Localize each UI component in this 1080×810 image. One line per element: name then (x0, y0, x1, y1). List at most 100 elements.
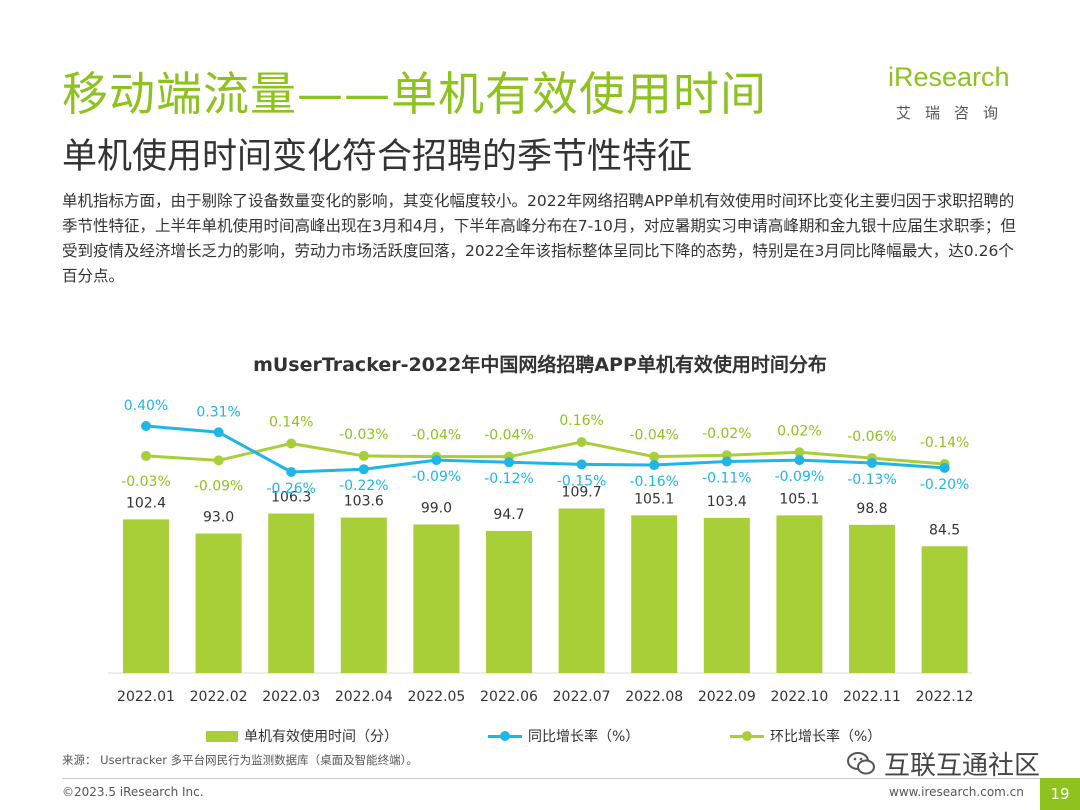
x-tick-2022.12: 2022.12 (916, 689, 974, 705)
bar-2022.03 (268, 513, 315, 673)
yoy-point-2022.05 (431, 455, 442, 466)
bar-label-2022.12: 84.5 (929, 522, 960, 538)
legend-mom-line (730, 730, 764, 741)
bar-2022.05 (413, 524, 460, 673)
legend-mom-label: 环比增长率（%） (770, 729, 882, 745)
yoy-label-2022.06: -0.12% (484, 471, 534, 487)
logo-cn: 艾瑞咨询 (896, 104, 1013, 122)
chart-legend: 单机有效使用时间（分） 同比增长率（%） 环比增长率（%） (0, 724, 1080, 748)
mom-line (145, 440, 945, 466)
yoy-label-2022.12: -0.20% (920, 477, 970, 493)
bar-2022.02 (195, 533, 242, 673)
legend-item-yoy: 同比增长率（%） (488, 724, 639, 748)
yoy-label-2022.05: -0.09% (412, 469, 462, 485)
bar-label-2022.08: 105.1 (634, 491, 674, 507)
mom-label-2022.12: -0.14% (920, 435, 970, 451)
bar-label-2022.03: 106.3 (271, 490, 311, 506)
legend-yoy-label: 同比增长率（%） (528, 729, 640, 745)
yoy-label-2022.11: -0.13% (847, 472, 897, 488)
legend-bar-swatch (206, 730, 238, 742)
bar-label-2022.07: 109.7 (562, 484, 602, 500)
bar-label-2022.02: 93.0 (203, 510, 234, 526)
mom-label-2022.01: -0.03% (121, 474, 171, 490)
bar-2022.06 (486, 530, 532, 673)
x-tick-2022.10: 2022.10 (770, 689, 828, 705)
yoy-point-2022.02 (213, 427, 224, 438)
footer-divider (62, 778, 1040, 779)
mom-point-2022.10 (794, 447, 805, 458)
x-tick-2022.07: 2022.07 (553, 689, 611, 705)
chart-area: 102.4 2022.01 93.0 2022.02 106.3 2022.03 103.6… (108, 398, 974, 705)
mom-point-2022.08 (649, 451, 660, 462)
chart-title: mUserTracker-2022年中国网络招聘APP单机有效使用时间分布 (253, 354, 827, 376)
yoy-label-2022.03: -0.26% (266, 481, 316, 497)
mom-label-2022.11: -0.06% (847, 429, 897, 445)
yoy-label-2022.09: -0.11% (702, 471, 752, 487)
yoy-point-2022.01 (141, 421, 151, 431)
page-title: 移动端流量——单机有效使用时间 (62, 67, 767, 121)
yoy-line (145, 424, 945, 474)
bar-label-2022.04: 103.6 (344, 494, 384, 510)
mom-point-2022.02 (213, 455, 224, 466)
iresearch-logo: iResearch 艾瑞咨询 (888, 56, 1028, 128)
bar-label-2022.10: 105.1 (779, 491, 819, 507)
watermark-text: 互联互通社区 (884, 751, 1041, 781)
mom-label-2022.08: -0.04% (629, 428, 679, 444)
x-tick-2022.11: 2022.11 (843, 689, 901, 705)
yoy-point-2022.11 (867, 457, 877, 468)
bar-2022.01 (123, 519, 169, 673)
yoy-point-2022.06 (504, 457, 514, 468)
yoy-label-2022.04: -0.22% (339, 478, 389, 494)
description-text: 单机指标方面，由于剔除了设备数量变化的影响，其变化幅度较小。2022年网络招聘A… (62, 192, 1016, 285)
x-tick-2022.09: 2022.09 (698, 689, 756, 705)
yoy-label-2022.07: -0.15% (557, 473, 607, 489)
mom-point-2022.03 (286, 438, 297, 449)
bar-2022.09 (703, 517, 750, 673)
yoy-point-2022.09 (721, 456, 732, 467)
bar-label-2022.01: 102.4 (126, 495, 166, 511)
mom-point-2022.04 (358, 450, 369, 461)
bar-2022.08 (631, 515, 678, 673)
yoy-label-2022.08: -0.16% (629, 474, 679, 490)
bar-2022.11 (849, 524, 895, 673)
mom-label-2022.04: -0.03% (339, 427, 389, 443)
page-number: 19 (1040, 778, 1080, 810)
yoy-point-2022.12 (939, 462, 950, 473)
bar-label-2022.11: 98.8 (856, 501, 887, 517)
yoy-label-2022.10: -0.09% (775, 469, 825, 485)
mom-label-2022.07: 0.16% (559, 413, 603, 429)
x-tick-2022.03: 2022.03 (262, 689, 320, 705)
yoy-point-2022.10 (794, 455, 805, 466)
bar-2022.12 (921, 546, 968, 673)
mom-label-2022.09: -0.02% (702, 426, 752, 442)
mom-point-2022.07 (576, 437, 587, 447)
mom-label-2022.02: -0.09% (194, 478, 244, 494)
mom-label-2022.06: -0.04% (484, 428, 534, 444)
yoy-label-2022.02: 0.31% (196, 404, 240, 420)
wechat-icon (847, 751, 875, 774)
bar-label-2022.05: 99.0 (421, 501, 452, 517)
x-tick-2022.08: 2022.08 (625, 689, 683, 705)
bar-2022.10 (776, 515, 823, 673)
website-link[interactable]: www.iresearch.com.cn (889, 785, 1024, 799)
yoy-point-2022.03 (286, 467, 297, 477)
wechat-watermark: 互联互通社区 (846, 745, 1040, 782)
copyright: ©2023.5 iResearch Inc. (62, 785, 204, 799)
yoy-point-2022.04 (358, 464, 369, 475)
x-tick-2022.02: 2022.02 (190, 689, 248, 705)
mom-point-2022.01 (141, 450, 151, 461)
bar-2022.04 (340, 517, 387, 673)
legend-yoy-line (488, 730, 522, 741)
x-tick-2022.04: 2022.04 (335, 689, 393, 705)
x-tick-2022.05: 2022.05 (407, 689, 465, 705)
yoy-label-2022.01: 0.40% (124, 398, 168, 414)
page-subtitle: 单机使用时间变化符合招聘的季节性特征 (62, 137, 693, 177)
mom-label-2022.05: -0.04% (412, 428, 462, 444)
mom-label-2022.03: 0.14% (269, 414, 313, 430)
bar-2022.07 (558, 508, 605, 673)
source-note: 来源： Usertracker 多平台网民行为监测数据库（桌面及智能终端）。 (62, 753, 418, 767)
bar-label-2022.09: 103.4 (707, 494, 747, 510)
yoy-point-2022.07 (576, 459, 587, 470)
mom-label-2022.10: 0.02% (777, 423, 821, 439)
legend-item-mom: 环比增长率（%） (730, 724, 881, 748)
